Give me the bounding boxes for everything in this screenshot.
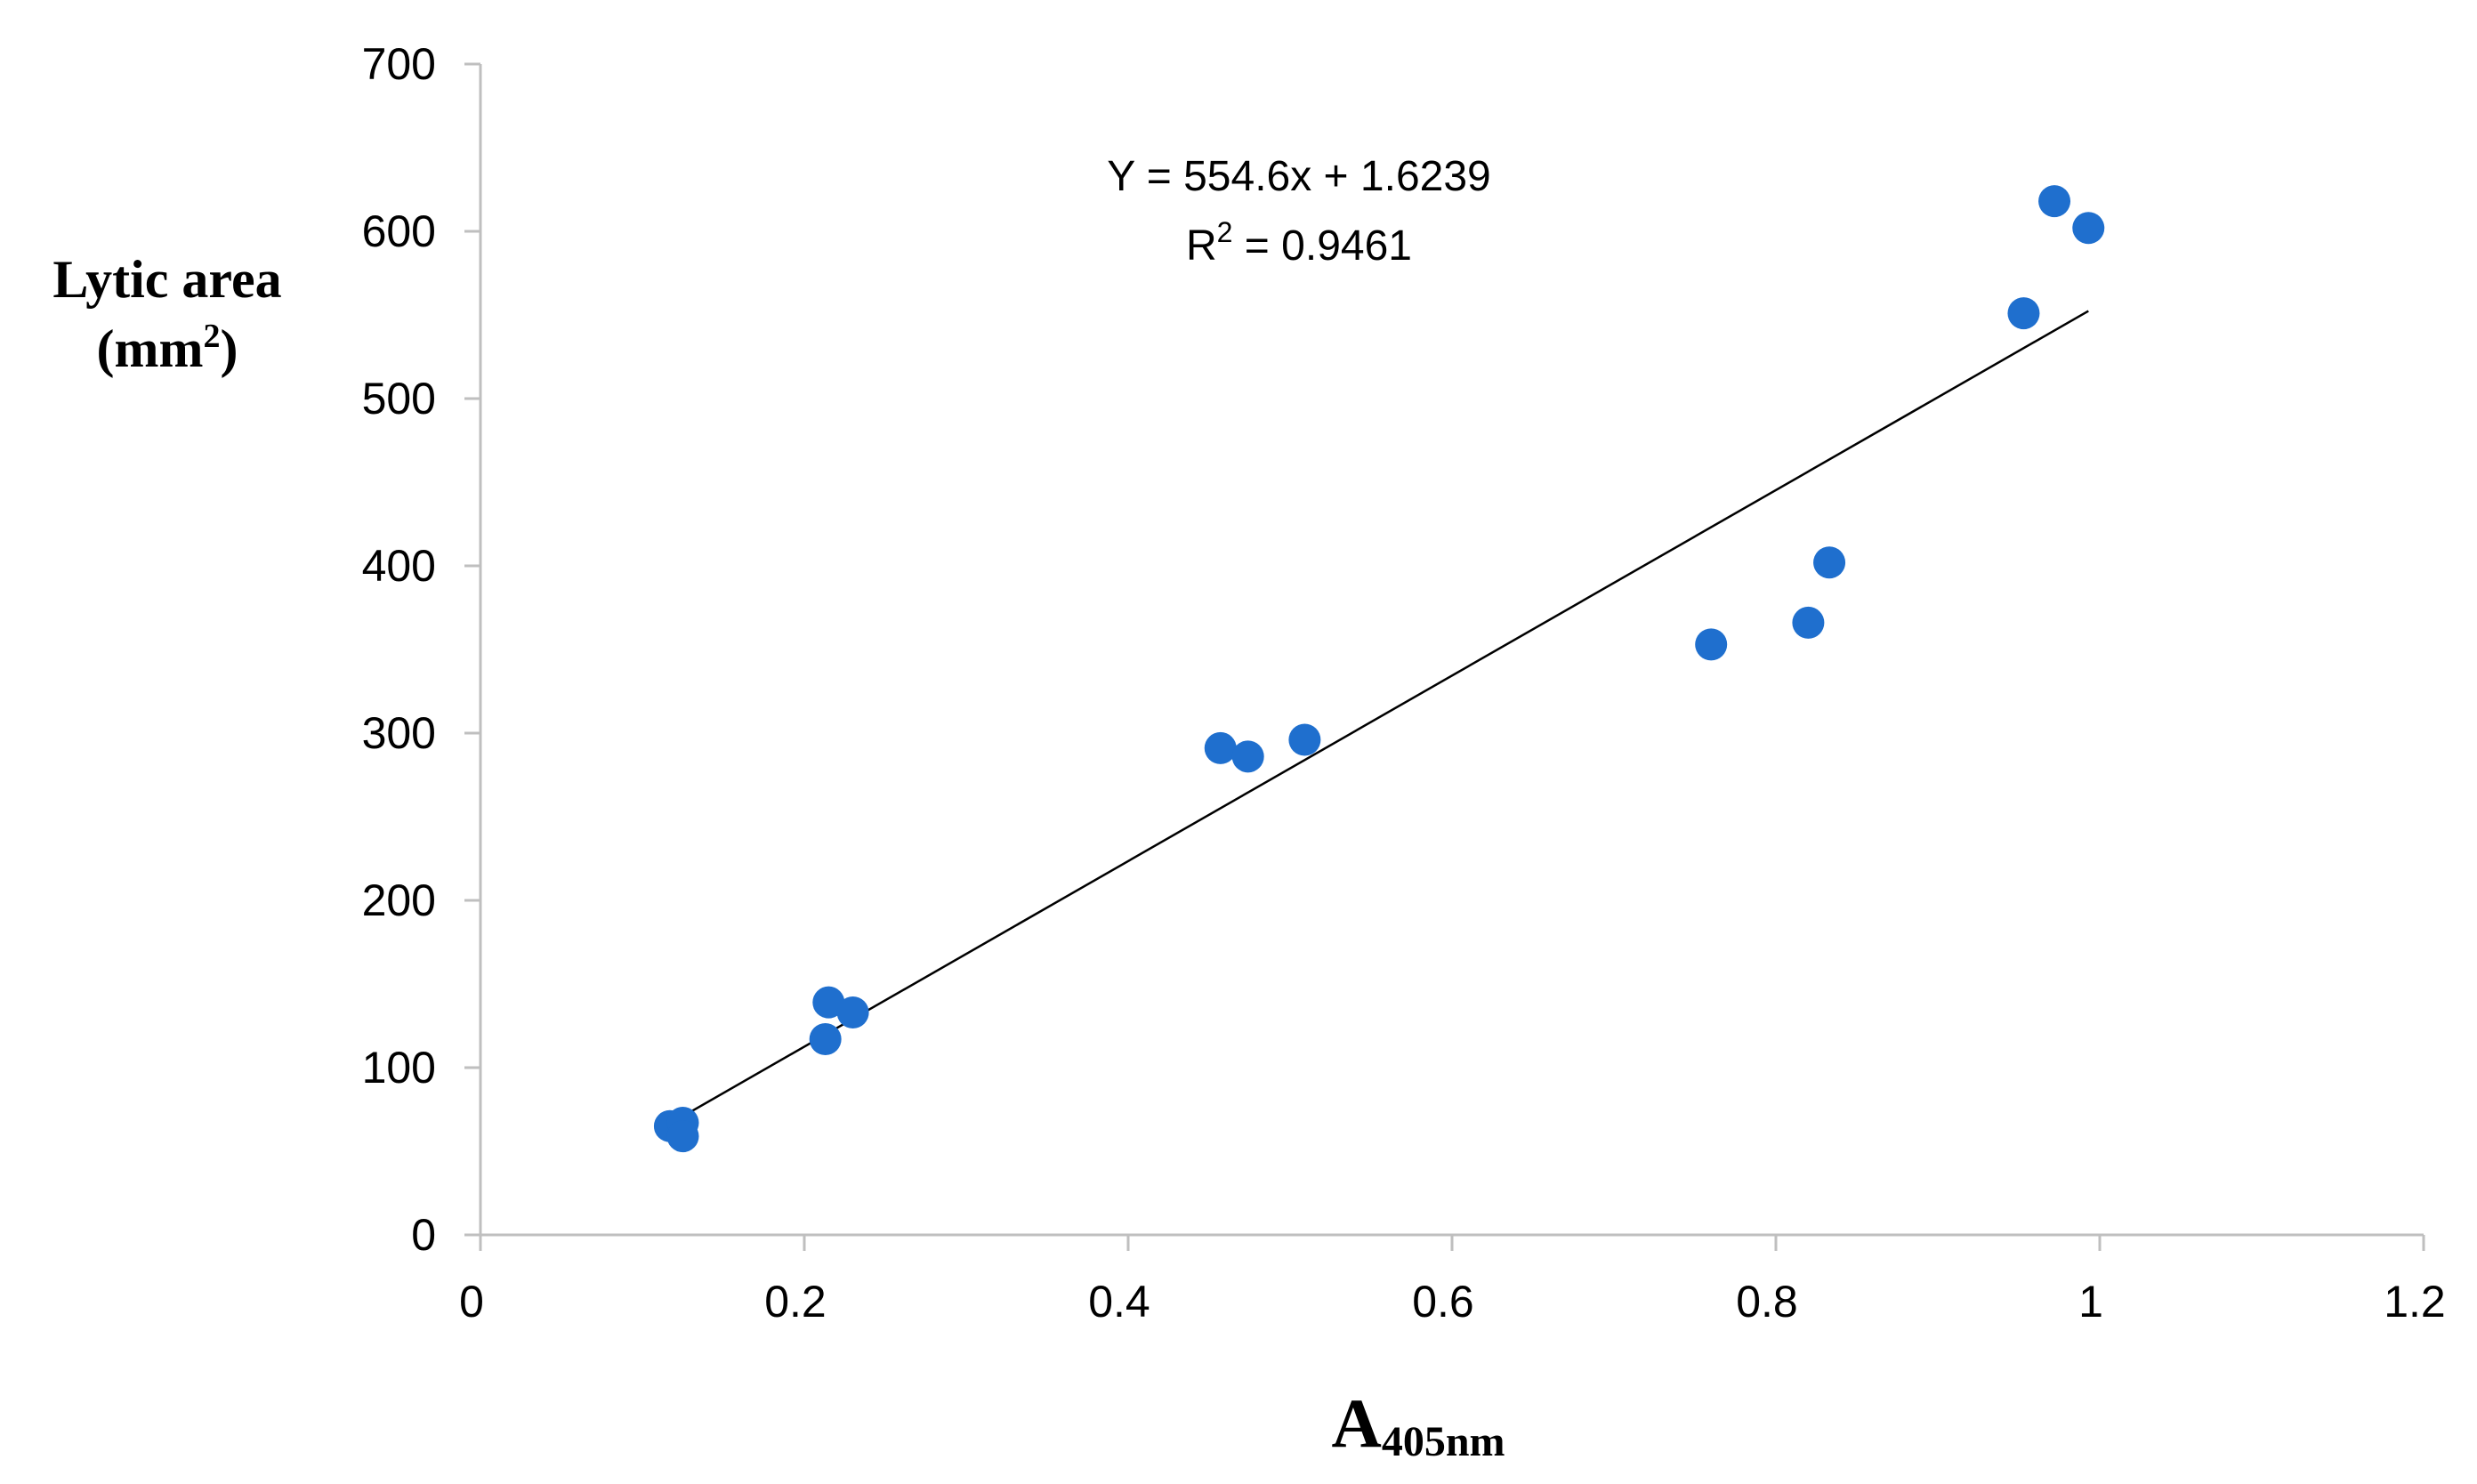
ylabel-paren-close: ) <box>220 319 238 378</box>
data-point <box>2072 212 2105 245</box>
data-point <box>2007 297 2040 330</box>
data-point <box>1813 546 1846 579</box>
x-tick-label: 1 <box>2078 1277 2103 1327</box>
y-tick-label: 300 <box>362 708 436 758</box>
r2-superscript: 2 <box>1217 216 1233 248</box>
x-axis-label-subscript: 405nm <box>1382 1418 1505 1465</box>
x-tick-label: 0.6 <box>1412 1277 1474 1327</box>
data-point <box>1204 731 1237 764</box>
data-point <box>809 1023 842 1056</box>
ylabel-superscript: 2 <box>203 318 220 355</box>
y-tick-label: 200 <box>362 875 436 925</box>
axes <box>479 64 2424 1237</box>
r2-prefix: R <box>1186 222 1217 270</box>
data-point <box>1288 723 1321 756</box>
data-point <box>666 1120 699 1153</box>
ylabel-paren-open: (mm <box>97 319 204 378</box>
data-points <box>653 185 2105 1153</box>
y-axis-label-line2: (mm2) <box>97 318 238 378</box>
data-point <box>812 986 845 1019</box>
y-tick-label: 0 <box>411 1210 436 1260</box>
x-tick-label: 0.4 <box>1088 1277 1150 1327</box>
x-tick-label: 0.8 <box>1736 1277 1798 1327</box>
x-ticks: 0 0.2 0.4 0.6 0.8 1 1.2 <box>459 1235 2446 1327</box>
data-point <box>836 996 869 1028</box>
r2-value: = 0.9461 <box>1232 222 1412 270</box>
x-axis-label-main: A <box>1331 1384 1381 1462</box>
y-tick-label: 100 <box>362 1043 436 1093</box>
trendline-equation: Y = 554.6x + 1.6239 <box>1107 153 1490 200</box>
y-tick-label: 500 <box>362 374 436 423</box>
data-point <box>1231 740 1264 773</box>
x-tick-label: 1.2 <box>2384 1277 2446 1327</box>
y-tick-label: 700 <box>362 39 436 89</box>
x-axis-label: A405nm <box>1331 1384 1505 1465</box>
r-squared-label: R2 = 0.9461 <box>1186 216 1412 270</box>
y-ticks: 0 100 200 300 400 500 600 700 <box>362 39 480 1260</box>
data-point <box>1792 606 1825 639</box>
x-tick-label: 0 <box>459 1277 484 1327</box>
y-tick-label: 400 <box>362 541 436 591</box>
trendline <box>669 310 2089 1125</box>
data-point <box>2038 185 2071 218</box>
data-point <box>1695 628 1728 661</box>
y-tick-label: 600 <box>362 206 436 256</box>
x-tick-label: 0.2 <box>764 1277 827 1327</box>
y-axis-label-line1: Lytic area <box>52 250 281 309</box>
